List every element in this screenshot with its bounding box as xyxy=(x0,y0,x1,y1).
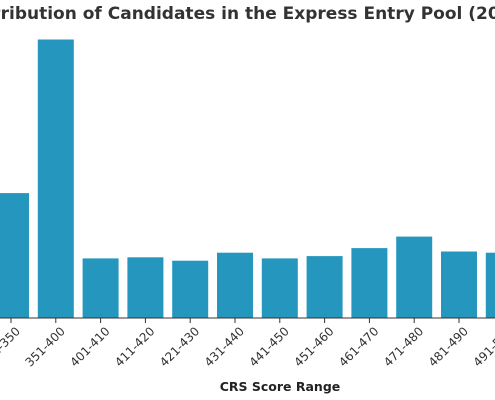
x-tick-label: 461-470 xyxy=(336,324,381,369)
bar-481-490 xyxy=(441,251,477,318)
x-tick-label: 451-460 xyxy=(291,324,336,369)
bar-351-400 xyxy=(37,39,74,318)
x-tick-label: 481-490 xyxy=(426,324,471,369)
bar-491-500 xyxy=(485,252,495,318)
bar-401-410 xyxy=(82,258,119,318)
bar-471-480 xyxy=(396,236,433,318)
bar-461-470 xyxy=(351,248,388,318)
x-tick-label: 441-450 xyxy=(247,324,292,369)
x-tick-label: 301-350 xyxy=(0,324,23,369)
x-tick-label: 351-400 xyxy=(23,324,68,369)
x-tick-label: 491-500 xyxy=(471,324,495,369)
x-axis-label: CRS Score Range xyxy=(220,379,341,394)
bar-431-440 xyxy=(217,252,253,318)
x-tick-label: 401-410 xyxy=(67,324,112,369)
bar-301-350 xyxy=(0,193,29,318)
bar-451-460 xyxy=(306,256,343,318)
bar-411-420 xyxy=(127,257,164,318)
x-tick-label: 411-420 xyxy=(112,324,157,369)
bar-421-430 xyxy=(172,260,209,318)
chart-title: CRS Score Distribution of Candidates in … xyxy=(0,4,495,24)
x-tick-label: 421-430 xyxy=(157,324,202,369)
x-tick-label: 471-480 xyxy=(381,324,426,369)
x-ticks-group: 301-350 351-400 401-410 411-420 421-430 431-4… xyxy=(0,318,495,370)
bar-441-450 xyxy=(261,258,298,318)
x-tick-label: 431-440 xyxy=(202,324,247,369)
bars-group xyxy=(0,39,495,318)
